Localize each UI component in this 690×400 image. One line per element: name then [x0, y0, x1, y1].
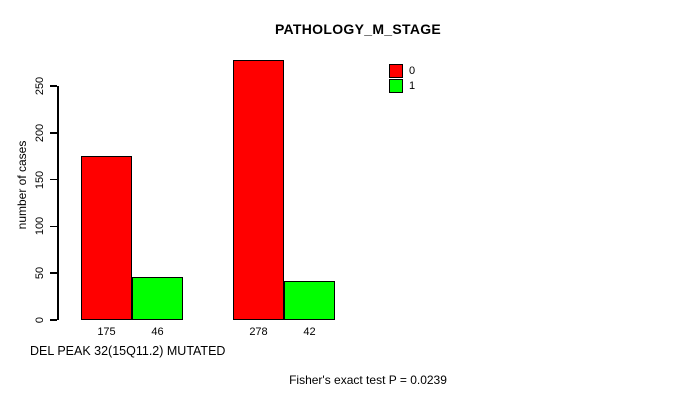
- y-axis-tick: [50, 178, 57, 181]
- chart-title: PATHOLOGY_M_STAGE: [274, 21, 442, 37]
- y-axis-tick-label: 50: [34, 267, 46, 280]
- legend-item-label: 1: [409, 79, 416, 92]
- bar-1-group1: [132, 277, 183, 320]
- legend-swatch-icon: [389, 64, 403, 78]
- bar-value-label: 42: [303, 326, 316, 338]
- y-axis-tick-label: 200: [34, 123, 46, 142]
- y-axis-line: [57, 86, 59, 320]
- annotation-text: Fisher's exact test P = 0.0239: [289, 373, 447, 387]
- legend-swatch-icon: [389, 79, 403, 93]
- y-axis-tick-label: 0: [34, 316, 46, 324]
- bar-0-group2: [233, 60, 284, 320]
- bar-value-label: 175: [97, 326, 116, 338]
- y-axis-tick: [50, 225, 57, 228]
- legend-item: 0: [389, 64, 415, 78]
- y-axis-tick-label: 150: [34, 170, 46, 189]
- x-axis-title: DEL PEAK 32(15Q11.2) MUTATED: [30, 344, 226, 358]
- bar-1-group2: [284, 281, 335, 320]
- bar-value-label: 278: [249, 326, 268, 338]
- bar-0-group1: [81, 156, 132, 320]
- legend-item-label: 0: [409, 64, 416, 77]
- y-axis-tick: [50, 132, 57, 134]
- y-axis-title: number of cases: [15, 140, 29, 230]
- y-axis-tick: [50, 85, 57, 87]
- legend-item: 1: [389, 79, 415, 93]
- bar-value-label: 46: [151, 326, 164, 338]
- y-axis-tick-label: 250: [34, 76, 46, 96]
- y-axis-tick: [50, 319, 57, 321]
- y-axis-tick-label: 100: [34, 217, 46, 236]
- y-axis-tick: [50, 272, 57, 274]
